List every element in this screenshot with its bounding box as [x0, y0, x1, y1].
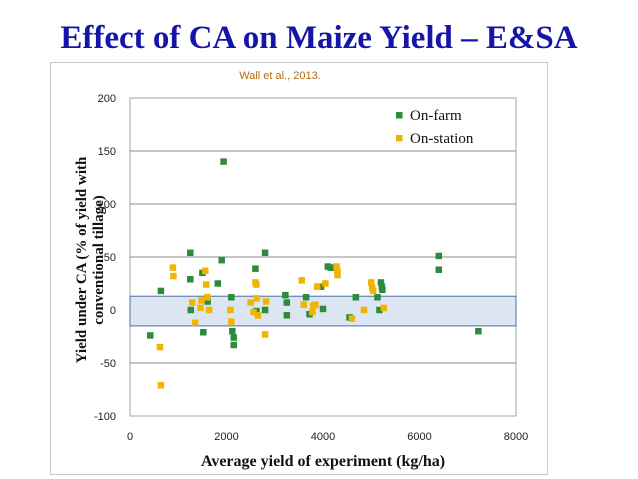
- point-on-station: [312, 301, 319, 308]
- point-on-farm: [230, 341, 237, 349]
- point-on-farm: [228, 294, 235, 301]
- point-on-farm: [283, 312, 291, 319]
- legend-marker-on-farm: [396, 112, 403, 119]
- point-on-station: [360, 306, 368, 314]
- point-on-station: [309, 308, 316, 316]
- point-on-station: [188, 299, 196, 306]
- point-on-farm: [230, 334, 237, 341]
- point-on-station: [203, 294, 211, 301]
- point-on-station: [313, 283, 321, 290]
- y-tick-label: 200: [98, 93, 116, 105]
- point-on-station: [254, 312, 262, 319]
- point-on-farm: [220, 158, 227, 165]
- point-on-farm: [475, 327, 482, 335]
- point-on-farm: [302, 294, 310, 301]
- point-on-station: [205, 306, 213, 314]
- point-on-station: [156, 343, 164, 351]
- point-on-station: [169, 264, 177, 271]
- point-on-farm: [187, 306, 195, 314]
- legend: On-farm On-station: [396, 108, 474, 147]
- point-on-station: [334, 271, 341, 279]
- x-tick-labels: 0 2000 4000 6000 8000: [127, 431, 528, 443]
- point-on-farm: [329, 264, 336, 271]
- point-on-station: [334, 267, 341, 275]
- point-on-farm: [435, 252, 443, 260]
- x-tick-label: 4000: [311, 431, 335, 443]
- y-tick-label: -100: [94, 411, 116, 423]
- data-points: [147, 158, 482, 389]
- point-on-farm: [218, 256, 225, 264]
- point-on-station: [368, 279, 375, 286]
- point-on-station: [227, 306, 234, 314]
- point-on-station: [197, 304, 204, 312]
- point-on-farm: [229, 327, 236, 335]
- point-on-farm: [377, 279, 385, 286]
- point-on-farm: [282, 291, 289, 299]
- point-on-farm: [214, 280, 222, 287]
- point-on-farm: [147, 332, 154, 339]
- point-on-farm: [376, 306, 383, 314]
- point-on-farm: [317, 283, 325, 290]
- point-on-station: [300, 301, 307, 308]
- point-on-station: [262, 298, 270, 305]
- point-on-farm: [319, 305, 327, 313]
- citation: Wall et al., 2013.: [239, 70, 321, 82]
- point-on-station: [247, 299, 254, 306]
- y-tick-labels: 200 150 100 50 0 -50 -100: [94, 93, 116, 423]
- legend-marker-on-station: [396, 135, 403, 142]
- point-on-station: [228, 318, 235, 325]
- x-tick-label: 8000: [504, 431, 528, 443]
- point-on-station: [202, 281, 210, 288]
- legend-label-on-farm: On-farm: [410, 108, 462, 124]
- point-on-station: [322, 280, 329, 287]
- y-tick-label: -50: [100, 358, 116, 370]
- point-on-farm: [379, 286, 386, 294]
- y-axis-label-line-1: Yield under CA (% of yield with: [74, 156, 90, 364]
- point-on-farm: [200, 329, 207, 336]
- x-tick-label: 6000: [407, 431, 431, 443]
- point-on-station: [298, 277, 306, 284]
- point-on-station: [250, 308, 257, 316]
- point-on-station: [369, 287, 377, 295]
- point-on-station: [170, 272, 177, 280]
- point-on-station: [202, 267, 209, 275]
- point-on-farm: [435, 266, 443, 273]
- point-on-farm: [157, 287, 165, 295]
- point-on-farm: [204, 298, 211, 305]
- x-tick-label: 2000: [214, 431, 238, 443]
- x-axis-label: Average yield of experiment (kg/ha): [200, 453, 446, 470]
- y-tick-label: 0: [110, 305, 116, 317]
- x-tick-label: 0: [127, 431, 133, 443]
- point-on-station: [261, 331, 269, 338]
- point-on-farm: [283, 299, 291, 306]
- y-axis-label: Yield under CA (% of yield with conventi…: [74, 157, 108, 364]
- point-on-station: [333, 263, 340, 270]
- y-tick-label: 100: [98, 199, 116, 211]
- point-on-farm: [187, 249, 194, 257]
- point-on-station: [198, 297, 205, 304]
- point-on-station: [380, 304, 388, 312]
- y-axis-label-line-2: conventional tillage): [91, 195, 107, 325]
- slide-title: Effect of CA on Maize Yield – E&SA: [60, 20, 578, 56]
- point-on-farm: [261, 249, 269, 257]
- point-on-station: [253, 281, 260, 288]
- point-on-farm: [187, 276, 194, 283]
- point-on-farm: [261, 306, 269, 314]
- point-on-station: [253, 295, 261, 302]
- y-tick-label: 50: [104, 252, 116, 264]
- point-on-station: [191, 319, 199, 326]
- point-on-farm: [252, 265, 259, 272]
- point-on-station: [348, 315, 356, 322]
- legend-label-on-station: On-station: [410, 131, 474, 147]
- point-on-station: [157, 382, 165, 389]
- y-tick-label: 150: [98, 146, 116, 158]
- point-on-farm: [352, 294, 360, 301]
- point-on-farm: [374, 294, 381, 301]
